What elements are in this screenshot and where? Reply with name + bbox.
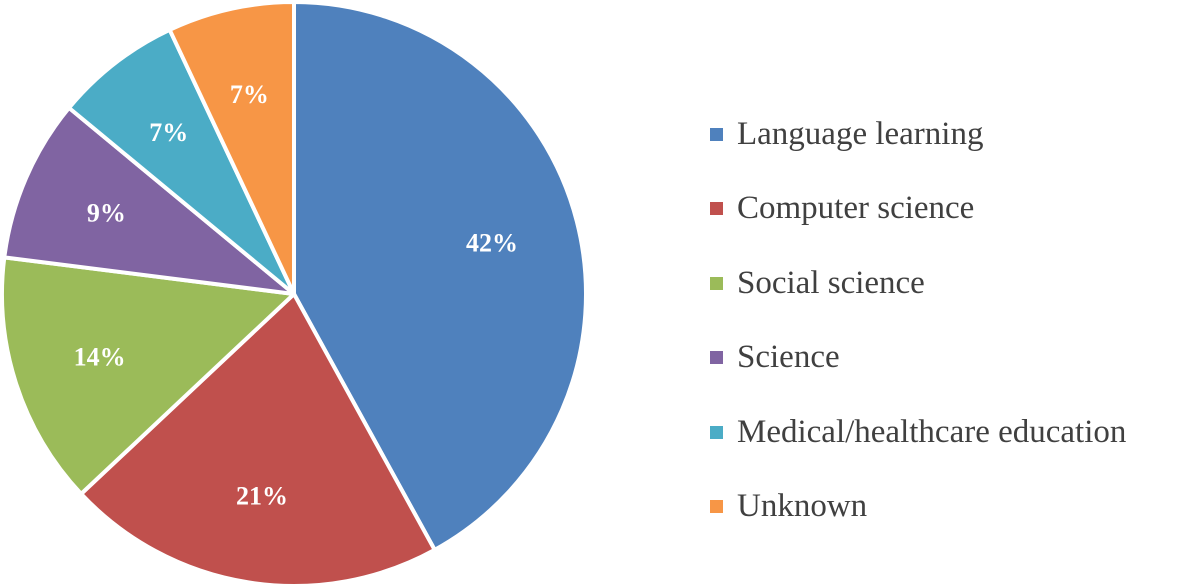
- pie-slice-computer-science: [79, 292, 437, 588]
- legend-swatch: [710, 425, 723, 439]
- legend-swatch: [710, 127, 723, 141]
- chart-legend: Language learning Computer science Social …: [710, 97, 1200, 544]
- pie-slices: [0, 0, 588, 588]
- pie-slice-language-learning: [292, 0, 588, 552]
- legend-swatch: [710, 202, 723, 216]
- data-label-language-learning: 42%: [466, 229, 518, 258]
- legend-swatch: [710, 276, 723, 290]
- pie-slice-unknown: [167, 0, 296, 296]
- legend-swatch: [710, 351, 723, 365]
- legend-label: Science: [737, 339, 840, 376]
- data-label-social-science: 14%: [74, 343, 126, 372]
- legend-label: Computer science: [737, 190, 975, 227]
- pie-slice-science: [2, 105, 296, 296]
- pie-data-labels: 42% 21% 14% 9% 7% 7%: [74, 80, 518, 510]
- legend-item-social-science: Social science: [710, 246, 1200, 321]
- legend-item-unknown: Unknown: [710, 470, 1200, 545]
- legend-item-science: Science: [710, 321, 1200, 396]
- data-label-computer-science: 21%: [236, 481, 288, 510]
- data-label-science: 9%: [87, 198, 126, 227]
- legend-item-language-learning: Language learning: [710, 97, 1200, 172]
- legend-label: Social science: [737, 264, 925, 301]
- legend-item-medical-healthcare-education: Medical/healthcare education: [710, 395, 1200, 470]
- data-label-unknown: 7%: [230, 80, 269, 109]
- legend-label: Language learning: [737, 115, 984, 152]
- pie-chart: 42% 21% 14% 9% 7% 7%: [0, 0, 588, 588]
- pie-slice-medical-healthcare-education: [67, 27, 296, 296]
- legend-label: Unknown: [737, 488, 868, 525]
- legend-swatch: [710, 500, 723, 514]
- data-label-medical-healthcare-education: 7%: [149, 118, 188, 147]
- pie-slice-social-science: [0, 255, 296, 496]
- legend-label: Medical/healthcare education: [737, 413, 1127, 450]
- legend-item-computer-science: Computer science: [710, 172, 1200, 247]
